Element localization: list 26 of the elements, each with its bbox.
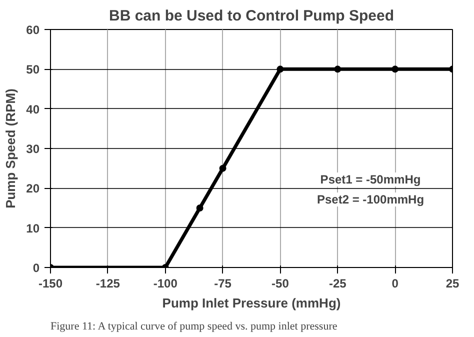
point <box>392 66 399 73</box>
y-tick-label: 20 <box>26 182 40 196</box>
x-tick-label: -125 <box>96 276 120 290</box>
x-tick-label: 0 <box>392 276 399 290</box>
annotation: Pset1 = -50mmHg <box>320 172 421 186</box>
annotation: Pset2 = -100mmHg <box>316 192 424 206</box>
point <box>334 66 342 73</box>
y-axis-title: Pump Speed (RPM) <box>3 88 18 208</box>
y-tick-label: 0 <box>32 261 40 275</box>
y-tick-label: 10 <box>26 221 40 236</box>
point <box>219 164 226 172</box>
caption: Figure 11: A typical curve of pump speed vs. pump inlet pressure <box>50 320 338 332</box>
y-tick-label: 40 <box>26 102 40 116</box>
point <box>276 66 284 73</box>
x-tick-label: -50 <box>272 276 290 290</box>
x-tick-label: -75 <box>214 276 232 290</box>
x-tick-label: 25 <box>446 276 460 290</box>
y-tick-label: 50 <box>26 62 40 77</box>
x-tick-label: -100 <box>153 276 178 290</box>
x-axis-title: Pump Inlet Pressure (mmHg) <box>162 296 341 310</box>
y-tick-label: 30 <box>26 142 40 156</box>
point <box>196 204 204 212</box>
x-tick-label: -150 <box>38 276 63 290</box>
x-tick-label: -25 <box>328 276 347 290</box>
y-tick-label: 60 <box>26 23 40 37</box>
chart-title: BB can be Used to Control Pump Speed <box>108 8 394 24</box>
